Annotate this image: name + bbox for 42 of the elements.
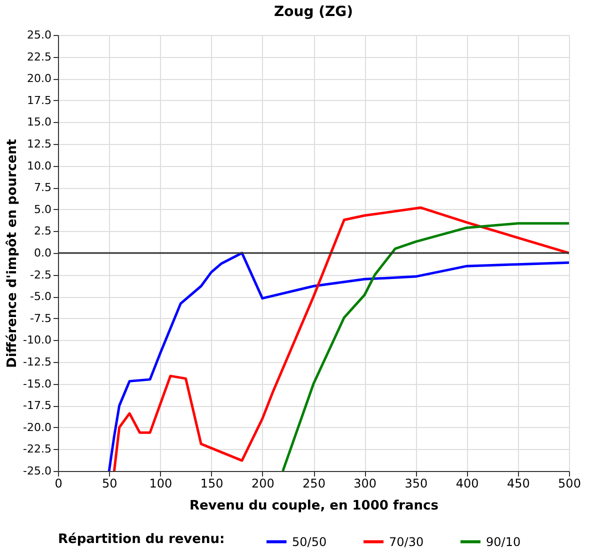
y-tick-label: 10.0 bbox=[27, 159, 52, 172]
y-tick-label: -5.0 bbox=[30, 290, 52, 304]
x-tick-label: 100 bbox=[149, 476, 172, 490]
x-tick-label: 350 bbox=[404, 476, 428, 490]
y-tick-label: 20.0 bbox=[27, 72, 52, 86]
x-tick-label: 250 bbox=[302, 476, 326, 490]
y-tick-label: -10.0 bbox=[23, 334, 52, 347]
legend-title: Répartition du revenu: bbox=[58, 532, 225, 547]
y-tick-label: 15.0 bbox=[27, 116, 52, 129]
x-axis-title: Revenu du couple, en 1000 francs bbox=[189, 498, 439, 514]
y-tick-label: 17.5 bbox=[27, 94, 52, 107]
y-tick-label: 25.0 bbox=[27, 28, 52, 42]
chart-title: Zoug (ZG) bbox=[274, 4, 354, 20]
legend-label: 90/10 bbox=[486, 534, 521, 549]
line-series bbox=[112, 206, 569, 471]
x-tick-label: 450 bbox=[506, 476, 530, 490]
y-axis-title: Différence d'impôt en pourcent bbox=[5, 139, 20, 368]
legend-label: 50/50 bbox=[292, 534, 327, 549]
x-tick-label: 0 bbox=[54, 476, 62, 490]
y-tick-label: 12.5 bbox=[27, 138, 52, 150]
y-tick-label: -25.0 bbox=[23, 464, 52, 478]
y-tick-label: 22.5 bbox=[27, 50, 52, 64]
line-series bbox=[282, 222, 569, 471]
y-tick-label: -2.5 bbox=[30, 268, 52, 282]
y-tick-label: -20.0 bbox=[23, 420, 52, 434]
x-tick-label: 300 bbox=[354, 476, 377, 490]
x-tick-label: 400 bbox=[456, 476, 479, 490]
y-tick-label: 7.5 bbox=[34, 181, 52, 194]
y-tick-label: -7.5 bbox=[30, 312, 52, 325]
y-tick-label: 2.5 bbox=[34, 224, 52, 238]
y-tick-label: -15.0 bbox=[23, 377, 52, 390]
x-tick-label: 150 bbox=[200, 476, 224, 490]
legend-label: 70/30 bbox=[389, 534, 424, 549]
y-tick-label: 0.0 bbox=[34, 246, 52, 260]
y-tick-label: -17.5 bbox=[23, 399, 52, 412]
x-tick-label: 500 bbox=[558, 476, 581, 490]
y-tick-label: -22.5 bbox=[23, 442, 52, 456]
y-tick-label: -12.5 bbox=[23, 356, 52, 368]
y-tick-label: 5.0 bbox=[34, 202, 52, 216]
line-series bbox=[108, 252, 569, 471]
x-tick-label: 200 bbox=[251, 476, 274, 490]
x-tick-label: 50 bbox=[102, 476, 118, 490]
